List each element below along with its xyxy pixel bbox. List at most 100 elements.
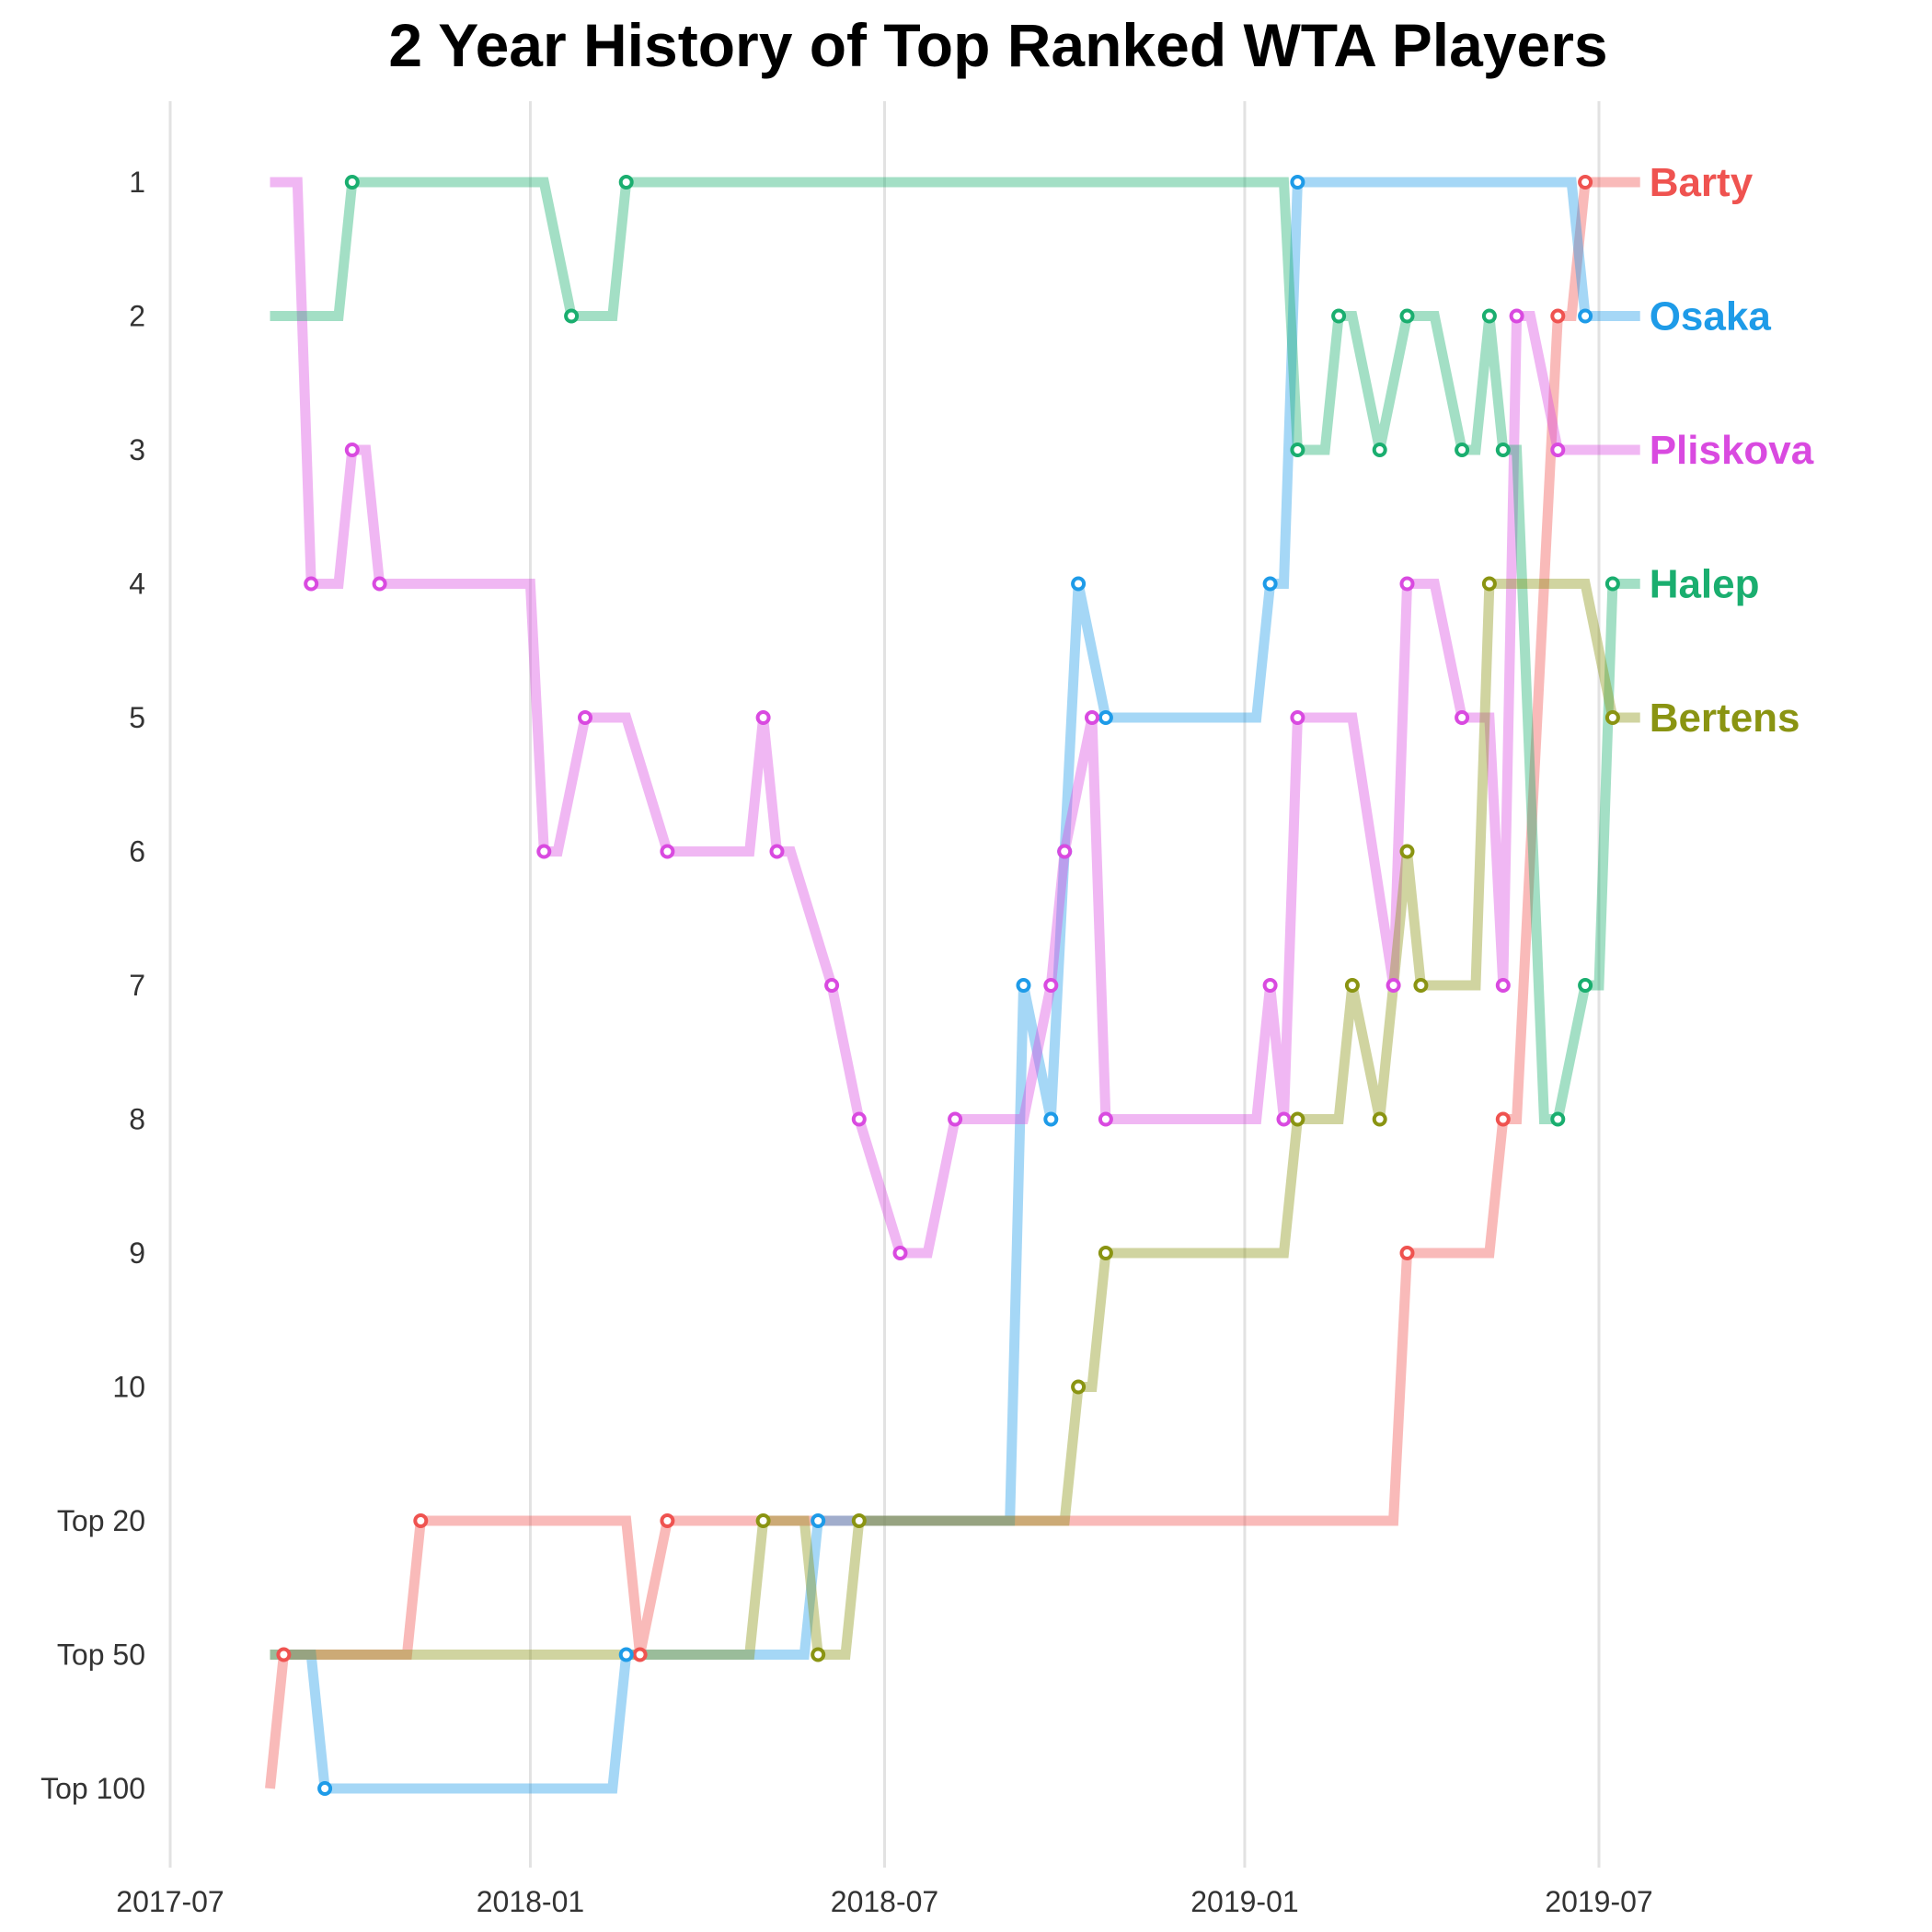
- marker-barty-2019-06-10: [1550, 308, 1566, 324]
- x-tick-label-2018-07: 2018-07: [831, 1885, 938, 1918]
- marker-halep-2019-05-13: [1495, 443, 1511, 457]
- marker-halep-2017-10-02: [344, 175, 360, 190]
- marker-halep-2018-02-19: [618, 175, 634, 190]
- y-tick-label-2: 2: [129, 300, 145, 333]
- y-tick-label-4: 4: [129, 568, 145, 601]
- marker-bertens-2018-10-22: [1098, 1246, 1113, 1260]
- marker-pliskova-2018-06-04: [824, 978, 840, 993]
- marker-halep-2019-07-08: [1604, 576, 1620, 592]
- legend-label-osaka: Osaka: [1650, 294, 1772, 339]
- marker-osaka-2018-05-28: [811, 1513, 826, 1528]
- marker-barty-2019-03-25: [1399, 1246, 1415, 1260]
- x-tick-label-2018-01: 2018-01: [477, 1885, 584, 1918]
- marker-pliskova-2018-01-08: [536, 844, 552, 859]
- y-tick-label-7: 7: [129, 969, 145, 1002]
- marker-pliskova-2018-03-12: [660, 844, 675, 859]
- chart-title: 2 Year History of Top Ranked WTA Players: [388, 11, 1607, 79]
- y-tick-label-5: 5: [129, 701, 145, 734]
- marker-pliskova-2018-06-18: [851, 1111, 867, 1127]
- marker-bertens-2019-07-08: [1604, 710, 1620, 725]
- y-tick-label-top-100: Top 100: [40, 1772, 145, 1805]
- marker-bertens-2019-02-25: [1344, 978, 1360, 993]
- legend-label-barty: Barty: [1650, 160, 1754, 205]
- y-tick-label-top-50: Top 50: [57, 1639, 145, 1672]
- marker-osaka-2018-09-10: [1016, 978, 1031, 993]
- marker-osaka-2019-01-28: [1290, 175, 1305, 190]
- marker-pliskova-2019-01-28: [1290, 710, 1305, 725]
- legend-label-bertens: Bertens: [1650, 696, 1800, 741]
- marker-bertens-2019-03-25: [1399, 844, 1415, 859]
- x-tick-label-2019-01: 2019-01: [1190, 1885, 1298, 1918]
- x-tick-label-2019-07: 2019-07: [1545, 1885, 1652, 1918]
- y-tick-label-top-20: Top 20: [57, 1504, 145, 1537]
- marker-pliskova-2018-08-06: [948, 1111, 963, 1127]
- marker-halep-2019-06-10: [1550, 1111, 1566, 1127]
- marker-pliskova-2018-07-09: [892, 1246, 908, 1260]
- marker-pliskova-2018-10-01: [1057, 844, 1073, 859]
- marker-barty-2018-02-26: [632, 1647, 648, 1662]
- marker-pliskova-2019-03-25: [1399, 576, 1415, 592]
- marker-pliskova-2018-10-22: [1098, 1111, 1113, 1127]
- y-tick-label-1: 1: [129, 166, 145, 199]
- marker-pliskova-2018-05-07: [769, 844, 785, 859]
- marker-pliskova-2019-04-22: [1455, 710, 1470, 725]
- marker-bertens-2019-04-01: [1413, 978, 1429, 993]
- series-line-pliskova: [270, 177, 1640, 1259]
- marker-barty-2019-06-24: [1578, 175, 1593, 190]
- marker-pliskova-2019-01-14: [1262, 978, 1278, 993]
- marker-bertens-2018-04-30: [755, 1513, 771, 1528]
- gridlines: [168, 101, 1601, 1868]
- series-markers: [276, 175, 1620, 1796]
- x-axis-ticks: 2017-07 2018-01 2018-07 2019-01 2019-07: [116, 1885, 1652, 1918]
- marker-osaka-2019-01-14: [1262, 576, 1278, 592]
- marker-osaka-2018-10-08: [1071, 576, 1087, 592]
- marker-pliskova-2017-10-16: [372, 576, 387, 592]
- marker-halep-2019-05-06: [1481, 308, 1497, 324]
- y-tick-label-3: 3: [129, 433, 145, 466]
- x-tick-label-2017-07: 2017-07: [116, 1885, 224, 1918]
- legend: Barty Osaka Pliskova Halep Bertens: [1650, 160, 1814, 741]
- marker-bertens-2018-05-28: [811, 1647, 826, 1662]
- series-line-bertens: [270, 579, 1640, 1660]
- marker-barty-2017-11-06: [413, 1513, 429, 1528]
- marker-bertens-2018-06-18: [851, 1513, 867, 1528]
- marker-halep-2019-01-28: [1290, 443, 1305, 457]
- marker-osaka-2019-06-24: [1578, 308, 1593, 324]
- marker-bertens-2019-01-28: [1290, 1111, 1305, 1127]
- marker-pliskova-2018-09-24: [1043, 978, 1059, 993]
- marker-osaka-2017-09-18: [317, 1781, 333, 1796]
- marker-barty-2017-08-28: [276, 1647, 292, 1662]
- marker-pliskova-2017-09-11: [304, 576, 319, 592]
- legend-label-halep: Halep: [1650, 562, 1760, 607]
- marker-bertens-2019-03-11: [1372, 1111, 1387, 1127]
- marker-pliskova-2018-04-30: [755, 710, 771, 725]
- marker-pliskova-2019-06-10: [1550, 443, 1566, 457]
- y-tick-label-6: 6: [129, 835, 145, 868]
- marker-bertens-2019-05-06: [1481, 576, 1497, 592]
- y-axis-ticks: 1 2 3 4 5 6 7 8 9 10 Top 20 Top 50 Top 100: [40, 166, 145, 1805]
- marker-barty-2019-05-13: [1495, 1111, 1511, 1127]
- marker-osaka-2018-10-22: [1098, 710, 1113, 725]
- marker-halep-2019-06-24: [1578, 978, 1593, 993]
- marker-bertens-2018-10-08: [1071, 1379, 1087, 1395]
- marker-pliskova-2018-10-15: [1085, 710, 1099, 725]
- marker-halep-2019-03-11: [1372, 443, 1387, 457]
- marker-pliskova-2018-01-29: [578, 710, 592, 725]
- legend-label-pliskova: Pliskova: [1650, 428, 1814, 473]
- marker-pliskova-2017-10-02: [344, 443, 360, 457]
- marker-barty-2018-03-12: [660, 1513, 675, 1528]
- y-tick-label-9: 9: [129, 1236, 145, 1270]
- marker-pliskova-2019-05-13: [1495, 978, 1511, 993]
- y-tick-label-10: 10: [112, 1371, 145, 1404]
- marker-pliskova-2019-03-18: [1386, 978, 1401, 993]
- marker-osaka-2018-09-24: [1043, 1111, 1059, 1127]
- marker-halep-2018-01-22: [564, 308, 580, 324]
- marker-halep-2019-04-22: [1455, 443, 1470, 457]
- marker-osaka-2018-02-19: [618, 1647, 634, 1662]
- marker-pliskova-2019-01-21: [1276, 1111, 1292, 1127]
- marker-pliskova-2019-05-20: [1509, 308, 1524, 324]
- marker-halep-2019-03-25: [1399, 308, 1415, 324]
- marker-halep-2019-02-18: [1331, 308, 1347, 324]
